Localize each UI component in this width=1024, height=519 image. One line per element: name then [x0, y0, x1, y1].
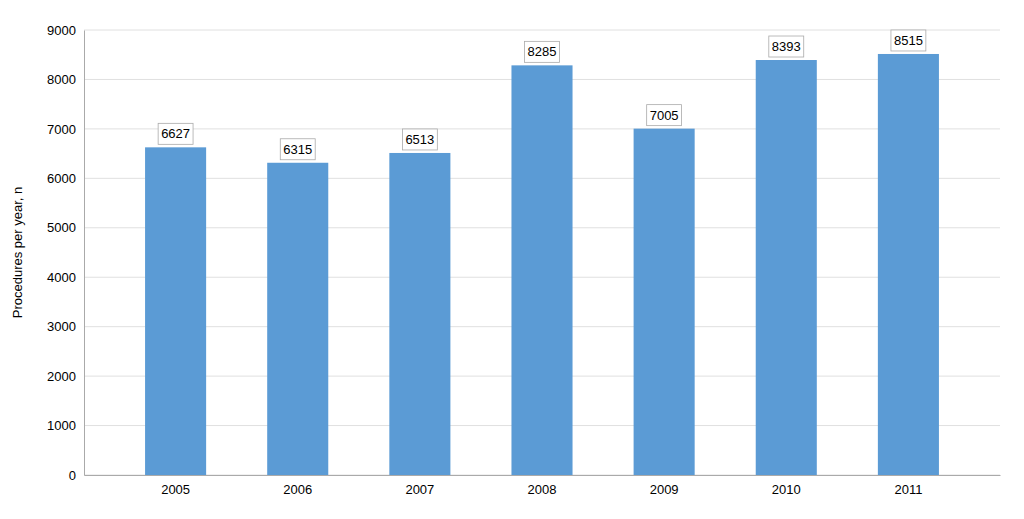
tick-label: 9000 [47, 23, 76, 38]
tick: 7000 [47, 122, 84, 137]
bar [511, 65, 572, 475]
tick-label: 2010 [772, 482, 801, 497]
tick: 2008 [528, 475, 557, 497]
tick: 2011 [894, 475, 922, 497]
tick-label: 6000 [47, 171, 76, 186]
bar [756, 60, 817, 475]
bar [634, 129, 695, 475]
bar [267, 163, 328, 475]
tick: 1000 [47, 418, 84, 433]
tick-label: 2008 [528, 482, 557, 497]
tick: 0 [69, 468, 84, 483]
tick: 6000 [47, 171, 84, 186]
data-label: 8515 [894, 33, 923, 48]
tick-label: 4000 [47, 270, 76, 285]
tick: 9000 [47, 23, 84, 38]
data-label-group: 7005 [647, 105, 682, 126]
tick-label: 8000 [47, 72, 76, 87]
grid-line [84, 30, 1000, 31]
bar [878, 54, 939, 475]
data-label-box [280, 139, 315, 160]
bars [145, 54, 939, 475]
tick-label: 2006 [283, 482, 312, 497]
grid [84, 30, 1000, 475]
data-label: 7005 [650, 108, 679, 123]
tick-label: 5000 [47, 220, 76, 235]
tick: 8000 [47, 72, 84, 87]
bar [145, 147, 206, 475]
data-label-group: 6513 [402, 129, 437, 150]
tick-label: 2007 [405, 482, 434, 497]
tick-label: 2005 [161, 482, 190, 497]
plot: 0 1000 2000 3000 4000 5000 6000 7000 8000 9000 200… [47, 23, 1000, 498]
data-label-box [647, 105, 682, 126]
data-label-box [769, 36, 804, 57]
axis-line [84, 31, 85, 476]
tick: 2006 [283, 475, 312, 497]
data-label-group: 8393 [769, 36, 804, 57]
data-label-group: 8515 [891, 30, 926, 51]
data-label: 8285 [528, 44, 557, 59]
tick-label: 1000 [47, 418, 76, 433]
tick-label: 2009 [650, 482, 679, 497]
tick-label: 3000 [47, 319, 76, 334]
data-label-box [525, 41, 560, 62]
tick-label: 0 [69, 468, 76, 483]
data-label: 6315 [283, 142, 312, 157]
tick-label: 7000 [47, 122, 76, 137]
tick: 2010 [772, 475, 801, 497]
data-label-box [891, 30, 926, 51]
x-axis: 2005 2006 2007 2008 2009 2010 2011 [85, 475, 1001, 497]
data-label: 8393 [772, 39, 801, 54]
tick: 2000 [47, 369, 84, 384]
axis-line [85, 475, 1001, 476]
tick: 4000 [47, 270, 84, 285]
data-label-group: 6627 [158, 123, 193, 144]
bar [389, 153, 450, 475]
tick: 2005 [161, 475, 190, 497]
data-label: 6627 [161, 126, 190, 141]
tick: 5000 [47, 220, 84, 235]
tick: 3000 [47, 319, 84, 334]
y-axis: 0 1000 2000 3000 4000 5000 6000 7000 8000 9000 [47, 23, 84, 483]
tick-label: 2011 [894, 482, 922, 497]
data-label-box [158, 123, 193, 144]
data-labels: 6627 6315 6513 8285 7005 8393 8515 [158, 30, 926, 160]
data-label-group: 6315 [280, 139, 315, 160]
tick: 2007 [405, 475, 434, 497]
tick: 2009 [650, 475, 679, 497]
tick-label: 2000 [47, 369, 76, 384]
data-label-group: 8285 [525, 41, 560, 62]
y-axis-title: Procedures per year, n [10, 187, 25, 319]
data-label-box [402, 129, 437, 150]
chart: 0 1000 2000 3000 4000 5000 6000 7000 8000 9000 200… [0, 0, 1024, 519]
data-label: 6513 [405, 132, 434, 147]
